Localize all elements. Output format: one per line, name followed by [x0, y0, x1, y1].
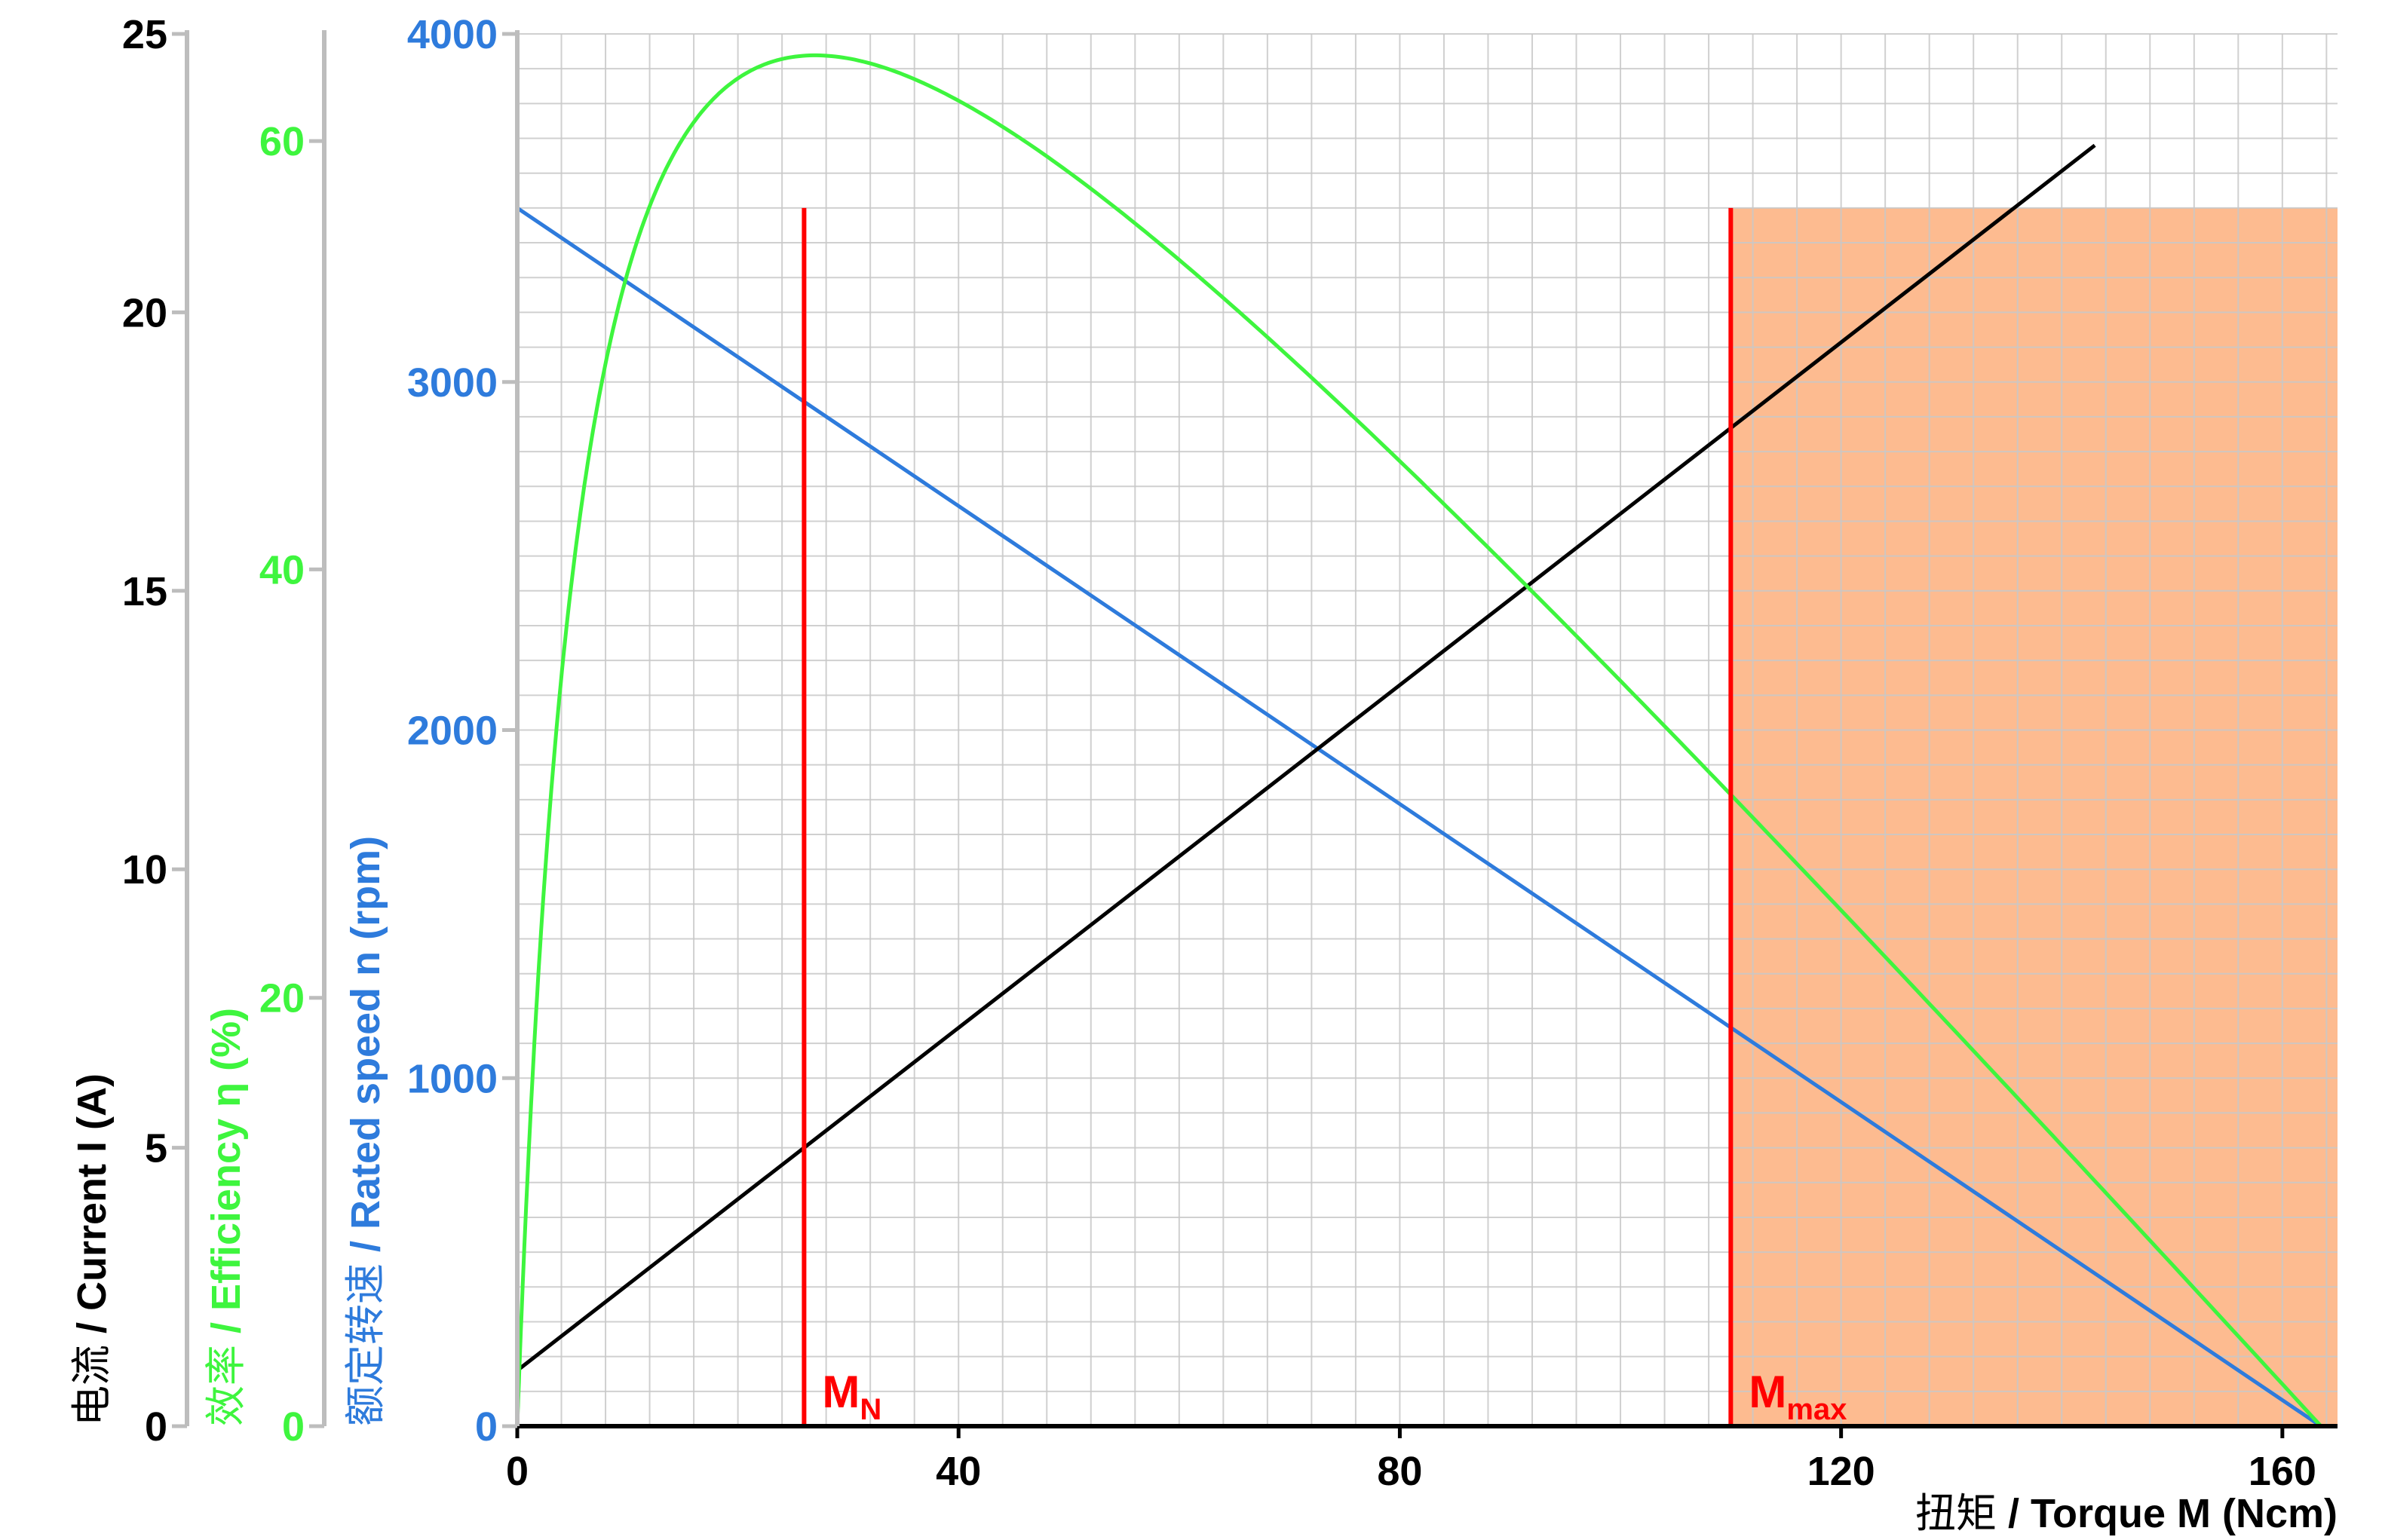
axis-titles: 扭矩 / Torque M (Ncm) 电流 / Current I (A) 效率 …	[69, 836, 2338, 1536]
efficiency-tick-label: 40	[259, 547, 305, 592]
x-tick-label: 80	[1377, 1449, 1422, 1494]
efficiency-tick-label: 60	[259, 119, 305, 164]
x-axis-title: 扭矩 / Torque M (Ncm)	[1915, 1491, 2338, 1536]
marker-label-N: MN	[822, 1367, 881, 1426]
marker-label-sub: N	[860, 1393, 881, 1426]
shaded-region-rect	[1731, 207, 2338, 1426]
current-axis-title-cjk: 电流	[69, 1345, 115, 1426]
torque-markers: MN Mmax	[802, 207, 1847, 1426]
speed-tick-label: 4000	[407, 12, 498, 57]
x-tick-label: 120	[1807, 1449, 1875, 1494]
series	[515, 53, 2322, 1428]
efficiency-axis-title: 效率 / Efficiency η (%)	[204, 1008, 249, 1426]
marker-label-main: M	[1749, 1367, 1786, 1417]
current-tick-label: 25	[122, 12, 167, 57]
current-tick-label: 5	[145, 1126, 167, 1171]
marker-label-sub: max	[1786, 1393, 1847, 1426]
x-tick-label: 40	[936, 1449, 981, 1494]
x-axis-title-cjk: 扭矩	[1915, 1491, 1997, 1536]
current-axis-title: 电流 / Current I (A)	[69, 1073, 115, 1426]
axes: 0 40 80 120 160 0 5 10 15 20 25 0 20 40 60 0 1000 2000 300…	[122, 12, 2338, 1494]
speed-axis-title: 额定转速 / Rated speed n (rpm)	[343, 836, 388, 1426]
current-tick-label: 10	[122, 847, 167, 892]
overload-region	[1731, 207, 2338, 1426]
current-axis-title-en: / Current I (A)	[69, 1073, 115, 1345]
efficiency-tick-label: 0	[282, 1404, 305, 1450]
grid	[517, 33, 2338, 1426]
speed-axis-title-en: / Rated speed n (rpm)	[343, 836, 388, 1263]
speed-tick-label: 1000	[407, 1056, 498, 1101]
current-tick-label: 20	[122, 290, 167, 335]
x-tick-label: 0	[506, 1449, 529, 1494]
efficiency-tick-label: 20	[259, 976, 305, 1021]
marker-label-main: M	[822, 1367, 860, 1417]
series-line-speed	[516, 206, 2322, 1428]
speed-tick-label: 3000	[407, 360, 498, 406]
series-line-efficiency	[515, 53, 2322, 1428]
current-tick-label: 15	[122, 569, 167, 614]
speed-axis-title-cjk: 额定转速	[343, 1263, 388, 1426]
series-line-current	[516, 143, 2096, 1373]
speed-tick-label: 2000	[407, 709, 498, 754]
efficiency-axis-title-cjk: 效率	[204, 1345, 249, 1426]
speed-tick-label: 0	[475, 1404, 498, 1450]
current-tick-label: 0	[145, 1404, 167, 1450]
x-tick-label: 160	[2249, 1449, 2316, 1494]
x-axis-title-en: / Torque M (Ncm)	[1997, 1491, 2338, 1536]
efficiency-axis-title-en: / Efficiency η (%)	[204, 1008, 249, 1345]
marker-label-max: Mmax	[1749, 1367, 1847, 1426]
